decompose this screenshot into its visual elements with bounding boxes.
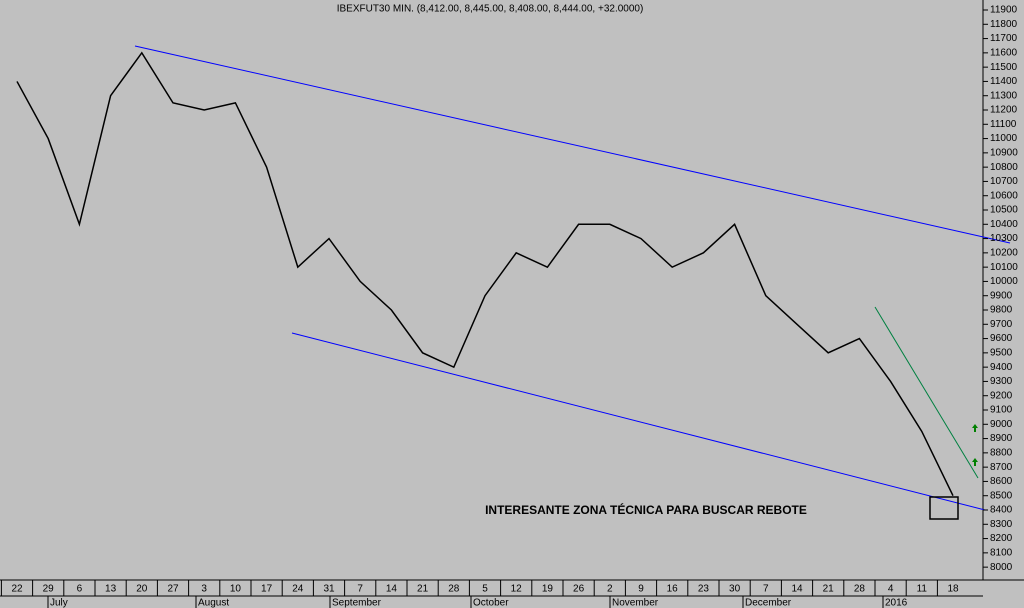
y-tick-label: 9900 [990,290,1013,301]
y-tick-label: 10700 [990,176,1018,187]
x-tick-label: 23 [698,584,710,595]
y-tick-label: 10900 [990,147,1018,158]
x-tick-label: 9 [638,584,644,595]
y-tick-label: 11300 [990,90,1018,101]
y-tick-label: 8600 [990,476,1013,487]
y-tick-label: 11500 [990,62,1018,73]
y-tick-label: 8800 [990,447,1013,458]
y-tick-label: 8700 [990,462,1013,473]
y-tick-label: 10400 [990,219,1018,230]
month-label: September [332,598,382,608]
x-tick-label: 30 [729,584,741,595]
x-tick-label: 31 [323,584,335,595]
month-label: 2016 [885,598,908,608]
y-tick-label: 10200 [990,247,1018,258]
y-tick-label: 9000 [990,419,1013,430]
x-tick-label: 18 [947,584,959,595]
y-tick-label: 10300 [990,233,1018,244]
y-tick-label: 11400 [990,76,1018,87]
month-label: December [745,598,792,608]
y-tick-label: 11000 [990,133,1018,144]
y-tick-label: 11800 [990,19,1018,30]
y-tick-label: 10100 [990,262,1018,273]
y-tick-label: 9300 [990,376,1013,387]
y-tick-label: 9400 [990,362,1013,373]
annotation: INTERESANTE ZONA TÉCNICA PARA BUSCAR REB… [485,502,807,517]
x-tick-label: 19 [542,584,554,595]
y-tick-label: 8400 [990,505,1013,516]
highlight-box [929,496,959,520]
x-tick-label: 16 [667,584,679,595]
month-label: August [198,598,229,608]
y-tick-label: 9800 [990,305,1013,316]
price-line [16,51,954,497]
x-tick-label: 20 [136,584,148,595]
y-tick-label: 11700 [990,33,1018,44]
x-tick-label: 4 [888,584,894,595]
x-tick-label: 27 [167,584,179,595]
x-tick-label: 29 [43,584,55,595]
y-tick-label: 9200 [990,390,1013,401]
chart-title: IBEXFUT30 MIN. (8,412.00, 8,445.00, 8,40… [337,4,644,15]
y-tick-label: 8500 [990,490,1013,501]
x-tick-label: 12 [511,584,523,595]
x-tick-label: 28 [448,584,460,595]
month-label: October [473,598,509,608]
y-tick-label: 9500 [990,347,1013,358]
x-tick-label: 17 [261,584,273,595]
y-tick-label: 8000 [990,562,1013,573]
month-label: November [612,598,659,608]
lower-channel-line [291,332,986,511]
y-tick-label: 11900 [990,5,1018,16]
up-arrow [972,458,978,466]
x-tick-label: 10 [230,584,242,595]
x-tick-label: 2 [607,584,613,595]
x-tick-label: 5 [482,584,488,595]
x-tick-label: 26 [573,584,585,595]
x-tick-label: 22 [11,584,23,595]
y-tick-label: 8200 [990,533,1013,544]
y-tick-label: 10800 [990,162,1018,173]
y-tick-label: 8300 [990,519,1013,530]
x-tick-label: 13 [105,584,117,595]
x-tick-label: 14 [791,584,803,595]
x-tick-label: 21 [823,584,835,595]
x-tick-label: 3 [201,584,207,595]
y-tick-label: 10000 [990,276,1018,287]
trend-line [874,306,979,479]
x-tick-label: 11 [917,584,928,595]
y-tick-label: 11200 [990,105,1018,116]
y-tick-label: 8900 [990,433,1013,444]
y-tick-label: 9700 [990,319,1013,330]
y-tick-label: 8100 [990,547,1013,558]
y-tick-label: 11600 [990,47,1018,58]
month-label: July [50,598,68,608]
x-tick-label: 6 [77,584,83,595]
y-tick-label: 10500 [990,205,1018,216]
x-tick-label: 28 [854,584,866,595]
y-tick-label: 9100 [990,405,1013,416]
x-tick-label: 24 [292,584,304,595]
y-tick-label: 10600 [990,190,1018,201]
x-tick-label: 14 [386,584,398,595]
x-tick-label: 7 [763,584,769,595]
y-tick-label: 9600 [990,333,1013,344]
upper-channel-line [134,45,1011,244]
y-tick-label: 11100 [990,119,1017,130]
x-tick-label: 7 [357,584,363,595]
x-tick-label: 21 [417,584,429,595]
up-arrow [972,424,978,432]
